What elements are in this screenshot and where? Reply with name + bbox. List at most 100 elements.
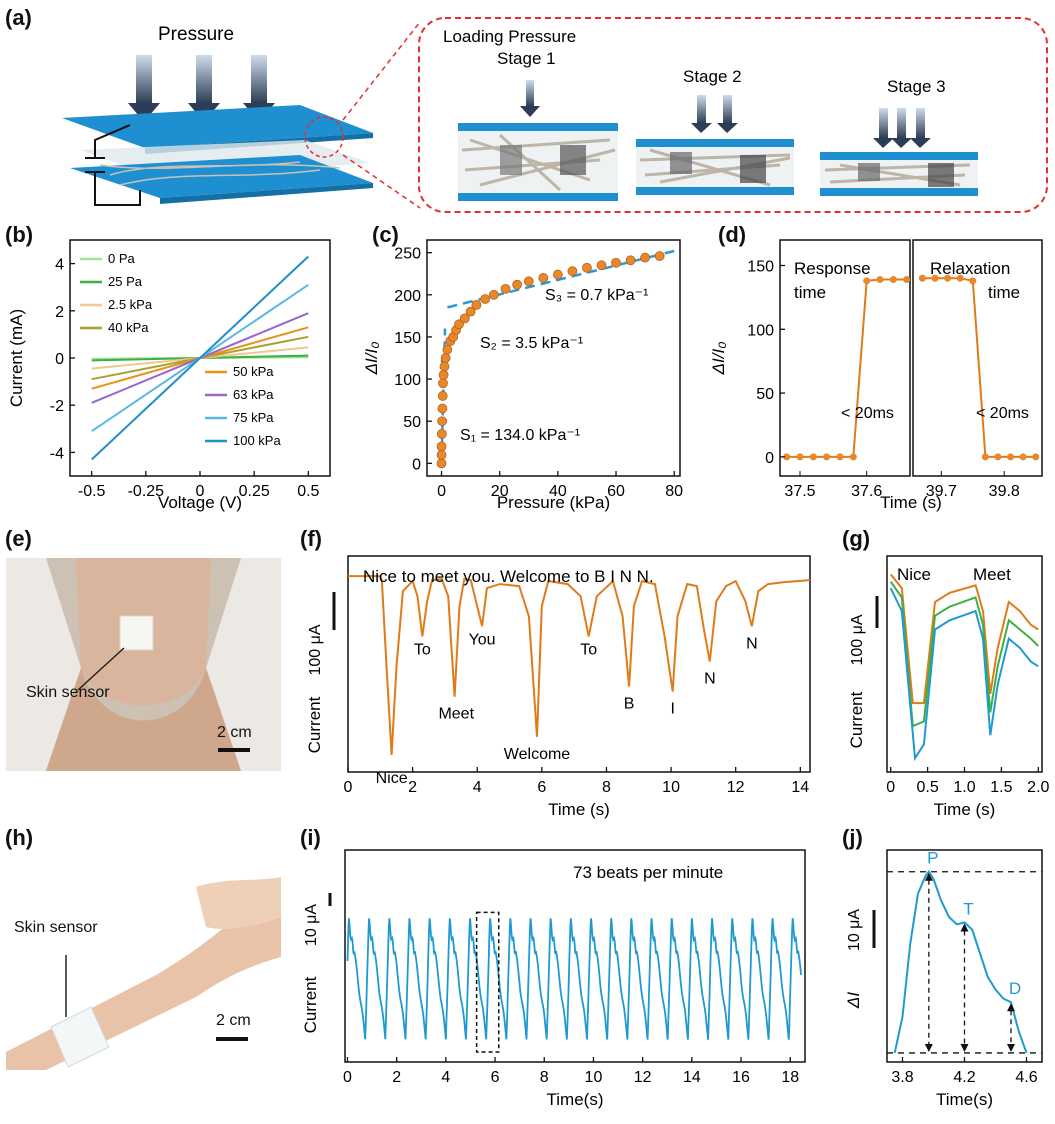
chart-f: 0 2 4 6 8 10 12 14 Nice to meet you. Welcome to …: [305, 555, 811, 819]
data-point: [981, 453, 989, 461]
highlight-box: [475, 911, 500, 1053]
stage1-illustration: [458, 80, 618, 201]
data-point: [437, 403, 448, 414]
data-point: [436, 441, 447, 452]
x-tick-label: 8: [602, 779, 611, 796]
panel-label-e: (e): [5, 526, 32, 551]
stage1-label: Stage 1: [497, 49, 556, 68]
response-note: < 20ms: [841, 405, 894, 422]
legend-label: 40 kPa: [108, 320, 149, 335]
x-tick-label: 0: [344, 779, 353, 796]
arrowhead-up: [924, 872, 933, 881]
x-tick-label: 10: [585, 1069, 603, 1086]
x-tick-label: -0.25: [128, 483, 165, 500]
x-tick-label: 0.5: [297, 483, 319, 500]
data-point: [1032, 453, 1040, 461]
data-point: [836, 453, 844, 461]
relaxation-note: < 20ms: [976, 405, 1029, 422]
photo-wrist: Skin sensor 2 cm: [6, 857, 281, 1070]
x-axis-label: Voltage (V): [158, 493, 242, 512]
data-point: [480, 294, 491, 304]
data-point: [876, 276, 884, 284]
data-point: [969, 277, 977, 285]
chart-c: 0 20 40 60 80 0 50 100 150 200 250 S₃ = 0.7 kPa⁻¹ S₂…: [362, 239, 683, 512]
x-tick-label: 4: [441, 1069, 450, 1086]
chart-g: 0 0.5 1.0 1.5 2.0 Nice Meet 100 μA Current Time (…: [847, 555, 1050, 819]
x-tick-label: 80: [665, 483, 683, 500]
x-tick-label: 40: [549, 483, 567, 500]
data-point: [956, 274, 964, 282]
x-axis-label: Time (s): [548, 800, 610, 819]
y-axis-label: ΔI/I₀: [709, 342, 728, 376]
x-tick-label: 14: [683, 1069, 701, 1086]
chart-d: 37.5 37.6 39.7 39.8 0 50 100 150 Response time Rel…: [709, 239, 1043, 512]
x-tick-label: 3.8: [891, 1069, 913, 1086]
scale-label-h: 2 cm: [216, 1012, 251, 1029]
legend-label: 63 kPa: [233, 387, 274, 402]
y-tick-label: 2: [55, 304, 64, 321]
data-point: [889, 276, 897, 284]
x-tick-label: 39.7: [926, 483, 957, 500]
skin-sensor-label-e: Skin sensor: [26, 684, 110, 701]
x-tick-label: 4.6: [1015, 1069, 1037, 1086]
x-tick-label: 37.5: [784, 483, 815, 500]
panel-label-g: (g): [842, 526, 871, 551]
x-tick-label: 2: [408, 779, 417, 796]
sensor-device: [62, 105, 373, 206]
data-point: [582, 262, 592, 273]
data-point: [918, 274, 926, 282]
peak-label: T: [963, 899, 973, 918]
x-tick-label: 6: [537, 779, 546, 796]
y-tick-label: -4: [50, 445, 64, 462]
data-point: [523, 276, 534, 287]
word-label: To: [414, 641, 431, 658]
x-tick-label: 0.5: [916, 779, 938, 796]
x-tick-label: 0: [437, 483, 446, 500]
word-label: N: [746, 635, 758, 652]
y-axis-label: Current: [301, 976, 320, 1033]
signal-line: [889, 587, 1039, 762]
y-axis-label: Current: [847, 691, 866, 748]
data-point: [437, 416, 448, 427]
scalebar-label: 100 μA: [307, 624, 324, 675]
y-tick-label: 0: [55, 351, 64, 368]
data-point: [538, 273, 549, 283]
data-point: [823, 453, 831, 461]
data-point: [611, 257, 621, 268]
data-point: [1007, 453, 1015, 461]
legend-label: 2.5 kPa: [108, 297, 153, 312]
word-label: Meet: [438, 706, 474, 723]
data-point: [944, 274, 952, 282]
schematic-a: Pressure Loading Pressure Stage 1 Stage …: [62, 17, 1048, 213]
data-point: [439, 361, 450, 372]
x-axis-label: Time(s): [936, 1090, 993, 1109]
skin-sensor-label-h: Skin sensor: [14, 919, 98, 936]
data-point: [654, 251, 665, 261]
plot-frame: [426, 239, 681, 477]
y-tick-label: 100: [747, 322, 774, 339]
data-point: [1019, 453, 1027, 461]
x-tick-label: 1.5: [990, 779, 1012, 796]
series-line: [91, 255, 309, 461]
y-tick-label: 50: [756, 386, 774, 403]
y-axis-label: Current (mA): [7, 309, 26, 407]
data-point: [437, 391, 448, 401]
arrowhead-down: [1007, 1043, 1015, 1052]
stage2-label: Stage 2: [683, 67, 742, 86]
series-line: [922, 277, 1036, 458]
data-point: [809, 453, 817, 461]
data-point: [438, 378, 448, 389]
legend-label: 75 kPa: [233, 410, 274, 425]
signal-line: [889, 581, 1040, 728]
photo-neck-drawing: [6, 558, 281, 771]
arrowhead-up: [1007, 1003, 1015, 1012]
word-label: N: [704, 670, 716, 687]
x-tick-label: -0.5: [78, 483, 106, 500]
y-tick-label: 0: [765, 450, 774, 467]
panel-label-j: (j): [842, 825, 863, 850]
data-point: [903, 276, 911, 284]
data-point: [436, 450, 447, 460]
panel-label-f: (f): [300, 526, 322, 551]
annotation-s3: S₃ = 0.7 kPa⁻¹: [545, 287, 648, 304]
y-tick-label: 150: [394, 330, 421, 347]
